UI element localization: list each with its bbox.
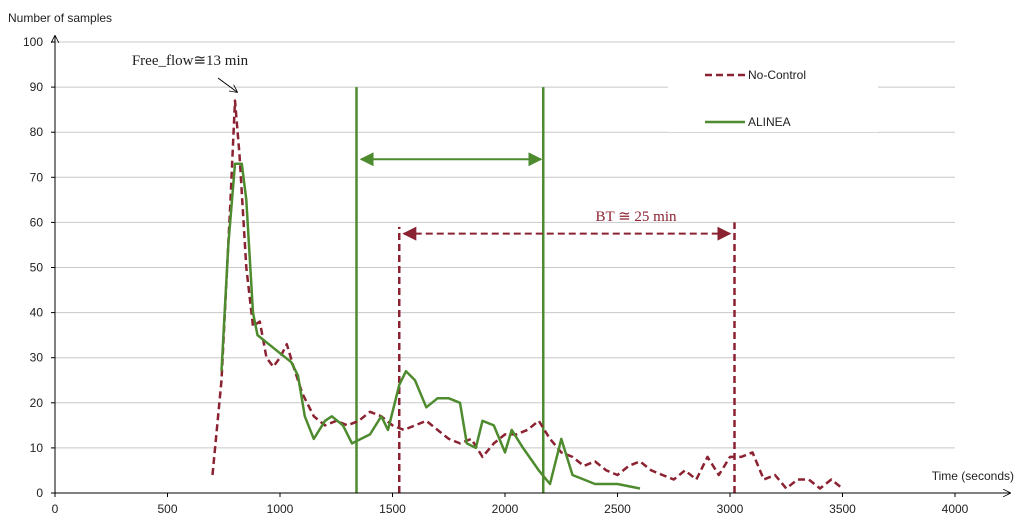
x-tick-label: 1000 [267,502,294,516]
y-tick-label: 0 [36,486,43,500]
y-tick-label: 30 [30,351,44,365]
x-tick-label: 0 [52,502,59,516]
legend-box [668,62,878,132]
y-tick-label: 60 [30,215,44,229]
y-tick-label: 90 [30,80,44,94]
y-tick-label: 10 [30,441,44,455]
y-axis-label: Number of samples [8,11,112,25]
y-tick-label: 100 [23,35,43,49]
x-tick-label: 2500 [604,502,631,516]
y-tick-label: 20 [30,396,44,410]
y-tick-label: 50 [30,261,44,275]
y-tick-label: 40 [30,306,44,320]
x-axis-label: Time (seconds) [932,469,1014,483]
legend-label: No-Control [748,68,806,82]
annotation: BT ≅ 25 min [595,209,677,225]
x-tick-label: 1500 [379,502,406,516]
annotation: Free_flow≅13 min [132,53,249,69]
legend-label: ALINEA [748,115,791,129]
x-tick-label: 2000 [492,502,519,516]
x-tick-label: 3500 [829,502,856,516]
x-tick-label: 4000 [942,502,969,516]
y-tick-label: 70 [30,170,44,184]
series-line [220,162,641,490]
annotation-arrow [217,77,237,92]
x-tick-label: 500 [157,502,177,516]
x-tick-label: 3000 [717,502,744,516]
y-tick-label: 80 [30,125,44,139]
